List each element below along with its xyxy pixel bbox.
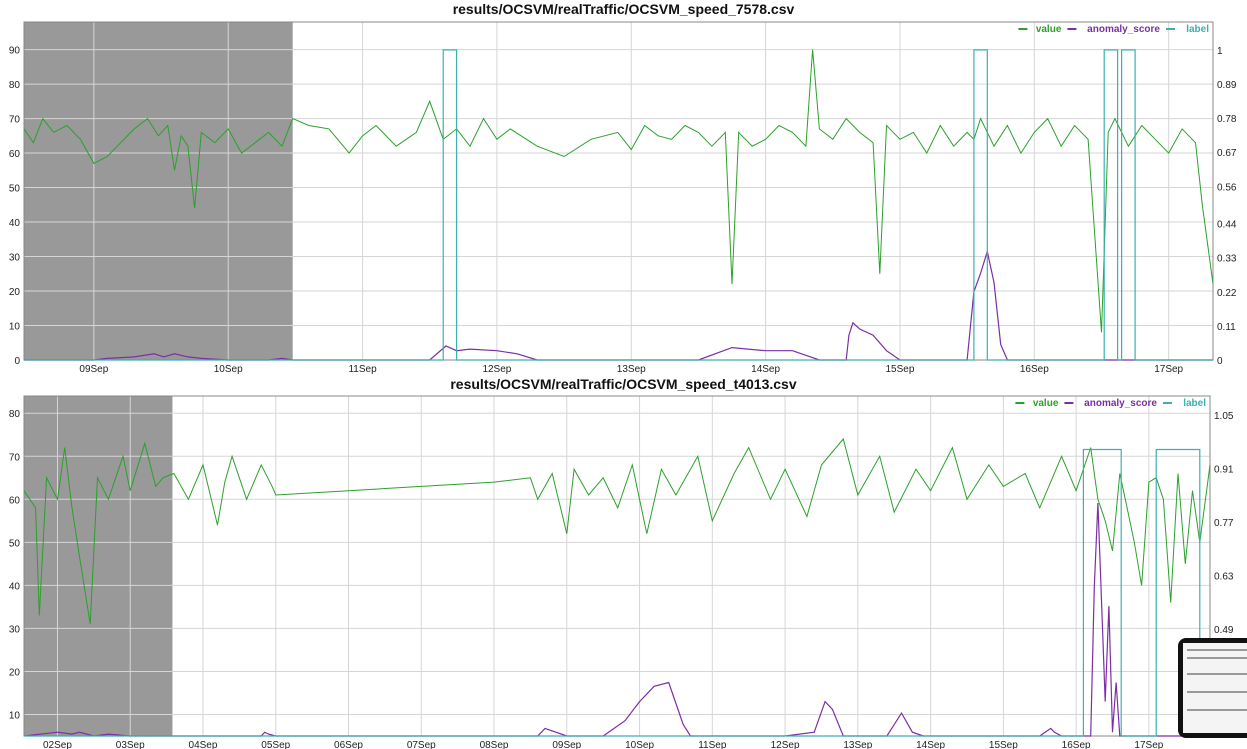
- y2-tick-label: 0.33: [1217, 254, 1237, 265]
- x-tick-label: 06Sep: [334, 740, 363, 749]
- x-tick-label: 12Sep: [482, 364, 511, 375]
- y-tick-label: 80: [9, 409, 21, 420]
- y2-tick-label: 0.67: [1217, 148, 1237, 159]
- y-tick-label: 70: [9, 452, 21, 463]
- x-tick-label: 17Sep: [1134, 740, 1163, 749]
- y-tick-label: 0: [14, 356, 20, 367]
- series-line-anomaly_score: [24, 249, 1213, 361]
- x-tick-label: 10Sep: [214, 364, 243, 375]
- x-tick-label: 12Sep: [771, 740, 800, 749]
- y-tick-label: 30: [9, 253, 21, 264]
- y2-tick-label: 0.44: [1217, 220, 1237, 231]
- x-tick-label: 11Sep: [348, 364, 377, 375]
- y-tick-label: 70: [9, 115, 21, 126]
- plot-border: [23, 395, 1211, 737]
- x-tick-label: 14Sep: [751, 364, 780, 375]
- legend-label: label: [1186, 24, 1209, 35]
- x-tick-label: 07Sep: [407, 740, 436, 749]
- x-tick-label: 11Sep: [698, 740, 727, 749]
- y2-tick-label: 0.11: [1217, 322, 1236, 333]
- x-tick-label: 08Sep: [480, 740, 509, 749]
- legend-label: anomaly_score: [1087, 24, 1160, 35]
- y2-tick-label: 1.05: [1214, 411, 1234, 422]
- y2-tick-label: 0: [1217, 356, 1223, 367]
- y-tick-label: 50: [9, 184, 21, 195]
- series-line-label: [24, 49, 1213, 361]
- x-tick-label: 15Sep: [886, 364, 915, 375]
- probation-region: [24, 396, 173, 736]
- x-tick-label: 09Sep: [552, 740, 581, 749]
- x-tick-label: 10Sep: [625, 740, 654, 749]
- y2-tick-label: 0.56: [1217, 182, 1237, 193]
- series-line-value: [23, 437, 1211, 625]
- y-tick-label: 50: [9, 538, 21, 549]
- series-line-value: [23, 49, 1214, 333]
- x-tick-label: 13Sep: [617, 364, 646, 375]
- y2-tick-label: 0.91: [1214, 465, 1234, 476]
- y2-tick-label: 1: [1217, 46, 1223, 57]
- legend-label: value: [1033, 398, 1059, 409]
- y-tick-label: 10: [9, 322, 21, 333]
- legend-label: value: [1036, 24, 1062, 35]
- probation-region: [24, 22, 293, 360]
- x-tick-label: 16Sep: [1062, 740, 1091, 749]
- x-tick-label: 13Sep: [843, 740, 872, 749]
- series-line-label: [24, 448, 1210, 737]
- x-tick-label: 03Sep: [116, 740, 145, 749]
- y-tick-label: 60: [9, 495, 21, 506]
- y2-tick-label: 0.89: [1217, 80, 1237, 91]
- y2-tick-label: 0.77: [1214, 518, 1234, 529]
- x-tick-label: 09Sep: [79, 364, 108, 375]
- x-tick-label: 05Sep: [261, 740, 290, 749]
- thumbnail-preview: [1183, 643, 1247, 733]
- y-tick-label: 90: [9, 46, 21, 57]
- y2-tick-label: 0.22: [1217, 288, 1237, 299]
- y2-tick-label: 0.78: [1217, 114, 1237, 125]
- legend-label: label: [1183, 398, 1206, 409]
- y-tick-label: 60: [9, 149, 21, 160]
- x-tick-label: 04Sep: [189, 740, 218, 749]
- y-tick-label: 20: [9, 667, 21, 678]
- y2-tick-label: 0.49: [1214, 625, 1234, 636]
- x-tick-label: 17Sep: [1154, 364, 1183, 375]
- y-tick-label: 10: [9, 710, 21, 721]
- speed-7578-chart: 0 10 20 30 40 50 60 70 80 90 0 0.11 0.22 0.33 0.44 0.56…: [9, 21, 1237, 375]
- x-tick-label: 14Sep: [916, 740, 945, 749]
- y-tick-label: 30: [9, 624, 21, 635]
- legend-label: anomaly_score: [1084, 398, 1157, 409]
- series-line-anomaly_score: [23, 502, 1210, 737]
- screenshot-thumbnail[interactable]: [1178, 638, 1247, 738]
- chart-title: results/OCSVM/realTraffic/OCSVM_speed_t4…: [450, 376, 797, 392]
- x-tick-label: 02Sep: [43, 740, 72, 749]
- x-tick-label: 15Sep: [989, 740, 1018, 749]
- y-tick-label: 20: [9, 287, 21, 298]
- speed-t4013-chart: 10203040506070800.360.490.630.770.911.05…: [9, 395, 1234, 749]
- chart-title: results/OCSVM/realTraffic/OCSVM_speed_75…: [452, 1, 795, 17]
- y-tick-label: 40: [9, 581, 21, 592]
- y-tick-label: 80: [9, 80, 21, 91]
- y-tick-label: 40: [9, 218, 21, 229]
- x-tick-label: 16Sep: [1020, 364, 1049, 375]
- y2-tick-label: 0.63: [1214, 572, 1234, 583]
